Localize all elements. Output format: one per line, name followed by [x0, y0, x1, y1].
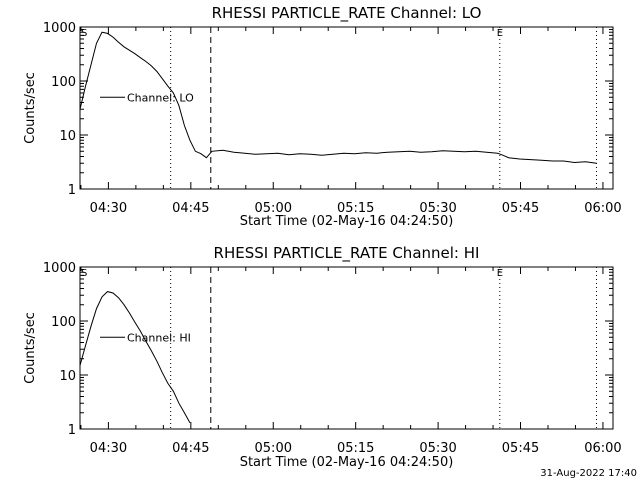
plot-frame — [79, 266, 614, 430]
y-tick-label: 10 — [59, 129, 76, 144]
region-marker-start: S — [81, 268, 87, 279]
y-tick-label: 1 — [68, 183, 76, 198]
region-marker-start: S — [81, 28, 87, 39]
y-axis-label: Counts/sec — [23, 72, 38, 144]
x-tick-label: 05:15 — [337, 441, 374, 456]
x-axis-label: Start Time (02-May-16 04:24:50) — [240, 214, 454, 229]
y-tick-label: 1000 — [43, 261, 76, 276]
x-tick-label: 04:30 — [90, 201, 127, 216]
plot-frame — [79, 26, 614, 190]
x-tick-label: 04:30 — [90, 441, 127, 456]
x-axis-label: Start Time (02-May-16 04:24:50) — [240, 455, 454, 470]
y-tick-label: 1 — [68, 423, 76, 438]
y-axis-label: Counts/sec — [23, 312, 38, 384]
x-tick-label: 05:45 — [502, 201, 539, 216]
region-marker-end: E — [497, 28, 503, 39]
x-tick-label: 05:00 — [255, 441, 292, 456]
y-tick-label: 100 — [51, 315, 76, 330]
x-tick-label: 04:45 — [172, 201, 209, 216]
legend-label: Channel: LO — [127, 91, 194, 104]
x-tick-label: 05:30 — [419, 441, 456, 456]
y-tick-label: 100 — [51, 75, 76, 90]
series-line — [79, 31, 597, 164]
chart-title: RHESSI PARTICLE_RATE Channel: HI — [214, 244, 480, 263]
chart-panel-lo: RHESSI PARTICLE_RATE Channel: LO 04:30 04:… — [23, 4, 622, 229]
x-tick-label: 05:15 — [337, 201, 374, 216]
y-tick-label: 10 — [59, 369, 76, 384]
legend-label: Channel: HI — [127, 331, 191, 344]
chart-title: RHESSI PARTICLE_RATE Channel: LO — [212, 4, 482, 23]
x-tick-label: 04:45 — [172, 441, 209, 456]
x-tick-label: 05:00 — [255, 201, 292, 216]
x-tick-label: 06:00 — [584, 201, 621, 216]
x-tick-label: 05:30 — [419, 201, 456, 216]
region-marker-end: E — [497, 268, 503, 279]
series-line — [79, 291, 191, 424]
footer-timestamp: 31-Aug-2022 17:40 — [540, 468, 637, 479]
x-tick-label: 06:00 — [584, 441, 621, 456]
y-tick-label: 1000 — [43, 21, 76, 36]
x-tick-label: 05:45 — [502, 441, 539, 456]
chart-panel-hi: RHESSI PARTICLE_RATE Channel: HI 04:30 04:… — [23, 244, 622, 470]
